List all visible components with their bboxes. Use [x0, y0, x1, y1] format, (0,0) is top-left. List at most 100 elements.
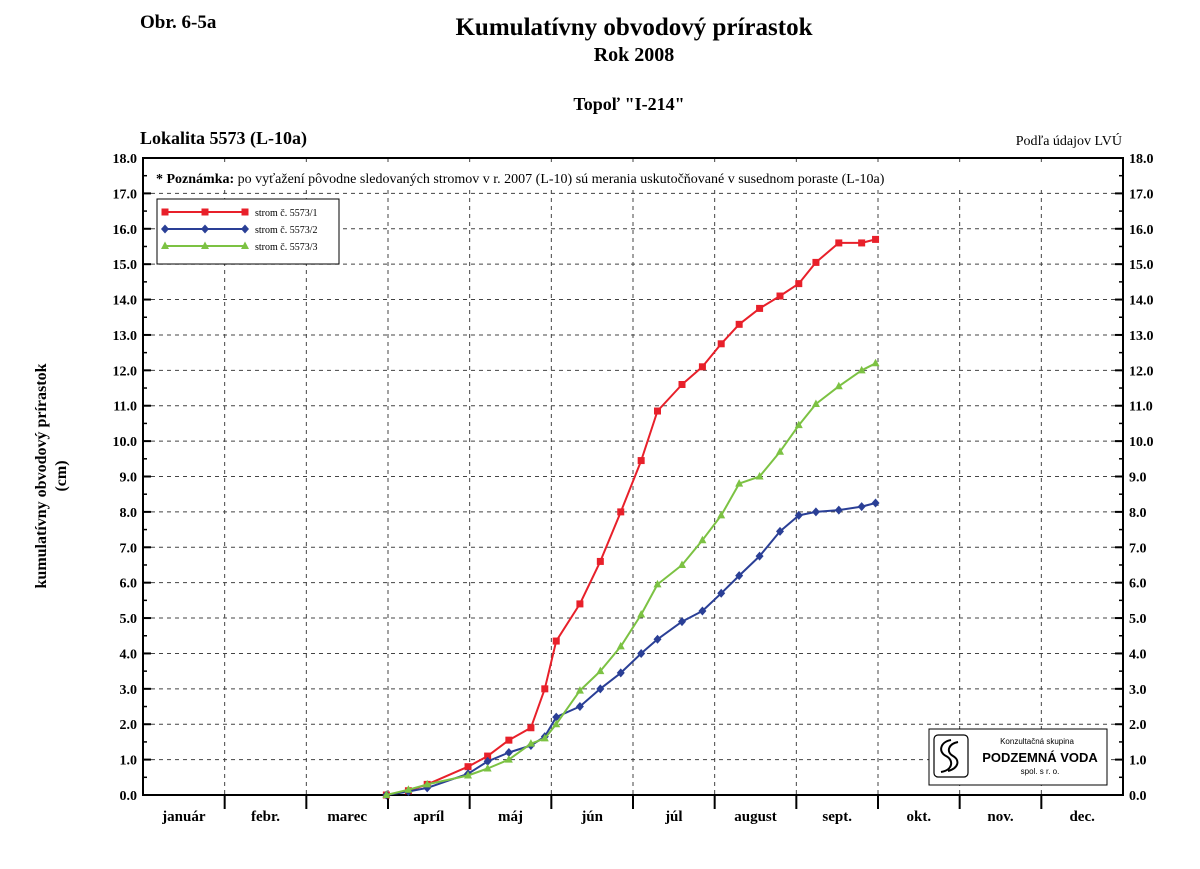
y-tick-label: 4.0: [120, 647, 138, 662]
month-label: dec.: [1069, 809, 1095, 825]
y-tick-label: 7.0: [120, 541, 138, 556]
data-point: [404, 785, 413, 793]
y-tick-label: 2.0: [120, 718, 138, 733]
data-point: [596, 557, 604, 565]
data-point: [776, 526, 784, 536]
data-point: [617, 508, 625, 516]
data-point: [872, 235, 880, 243]
data-point: [423, 779, 432, 788]
grid: [143, 158, 1123, 795]
data-point: [735, 479, 744, 487]
y-tick-label: 12.0: [1129, 364, 1154, 379]
y-tick-label: 16.0: [113, 223, 138, 238]
data-point: [483, 763, 492, 772]
month-label: jún: [580, 809, 603, 825]
y-axis-title: kumulatívny obvodový prírastok: [33, 363, 50, 588]
legend-item: strom č. 5573/1: [161, 208, 318, 219]
data-point: [653, 634, 662, 644]
y-tick-label: 3.0: [120, 683, 138, 698]
y-tick-label: 14.0: [1129, 294, 1154, 309]
figure-label: Obr. 6-5a: [140, 12, 217, 33]
month-label: máj: [498, 809, 523, 825]
data-point: [637, 610, 646, 618]
data-point: [241, 241, 249, 249]
y-tick-label: 14.0: [113, 294, 138, 309]
data-point: [541, 685, 549, 693]
y-tick-label: 13.0: [113, 329, 138, 344]
y-axis-unit: (cm): [53, 460, 70, 491]
note-background: [152, 166, 1098, 188]
y-tick-label: 4.0: [1129, 647, 1147, 662]
month-label: júl: [664, 809, 683, 825]
y-tick-label: 8.0: [1129, 506, 1147, 521]
data-point: [504, 748, 513, 758]
data-point: [776, 292, 784, 300]
data-point: [464, 771, 473, 779]
data-point: [795, 280, 803, 288]
axis-ticks: [143, 157, 1123, 809]
data-point: [735, 571, 744, 581]
data-point: [717, 340, 725, 348]
month-label: nov.: [987, 809, 1014, 825]
data-point: [527, 724, 535, 732]
data-point: [871, 498, 880, 508]
month-label: sept.: [822, 809, 852, 825]
data-point: [575, 702, 584, 712]
month-label: febr.: [251, 809, 280, 825]
data-point: [596, 666, 605, 675]
data-point: [857, 365, 866, 374]
y-tick-label: 11.0: [1129, 400, 1153, 415]
logo-line1: Konzultačná skupina: [1000, 737, 1074, 746]
chart-subtitle: Rok 2008: [593, 44, 675, 66]
data-point: [616, 641, 625, 650]
data-point: [575, 686, 584, 694]
series: [382, 235, 880, 800]
data-point: [678, 560, 686, 568]
note: * Poznámka: po vyťažení pôvodne sledovan…: [156, 172, 885, 187]
data-point: [552, 712, 561, 722]
data-point: [755, 551, 764, 561]
data-point: [540, 733, 549, 742]
data-point: [526, 739, 535, 747]
y-tick-label: 18.0: [113, 152, 138, 167]
data-point: [834, 381, 843, 390]
y-tick-label: 9.0: [1129, 471, 1147, 486]
data-point: [698, 363, 706, 371]
data-point: [382, 790, 391, 798]
data-point: [201, 208, 209, 216]
data-point: [811, 399, 820, 407]
data-point: [812, 258, 820, 266]
note-text: po vyťažení pôvodne sledovaných stromov …: [234, 172, 885, 187]
data-point: [483, 756, 492, 766]
data-point: [858, 239, 866, 247]
data-point: [717, 510, 726, 519]
data-point: [653, 579, 662, 588]
locality-label: Lokalita 5573 (L-10a): [140, 128, 308, 148]
data-point: [871, 358, 880, 367]
month-label: okt.: [907, 809, 932, 825]
y-tick-label: 17.0: [1129, 187, 1154, 202]
data-point: [735, 320, 743, 328]
data-point: [794, 510, 803, 520]
data-point: [241, 224, 249, 234]
y-tick-label: 2.0: [1129, 718, 1147, 733]
logo-line2: PODZEMNÁ VODA: [982, 750, 1098, 765]
data-point: [698, 535, 707, 544]
data-point: [794, 420, 803, 429]
legend-label: strom č. 5573/1: [255, 208, 318, 219]
data-point: [857, 502, 866, 512]
series-2: [382, 498, 880, 800]
data-point: [576, 600, 584, 608]
data-point: [717, 588, 726, 598]
y-tick-label: 0.0: [1129, 789, 1147, 804]
y-tick-label: 16.0: [1129, 223, 1154, 238]
series-1: [382, 235, 880, 799]
data-point: [505, 736, 513, 744]
y-tick-label: 6.0: [1129, 577, 1147, 592]
data-point: [678, 380, 686, 388]
month-label: január: [161, 809, 206, 825]
data-point: [834, 505, 843, 515]
data-point: [811, 507, 820, 517]
y-tick-label: 8.0: [120, 506, 138, 521]
